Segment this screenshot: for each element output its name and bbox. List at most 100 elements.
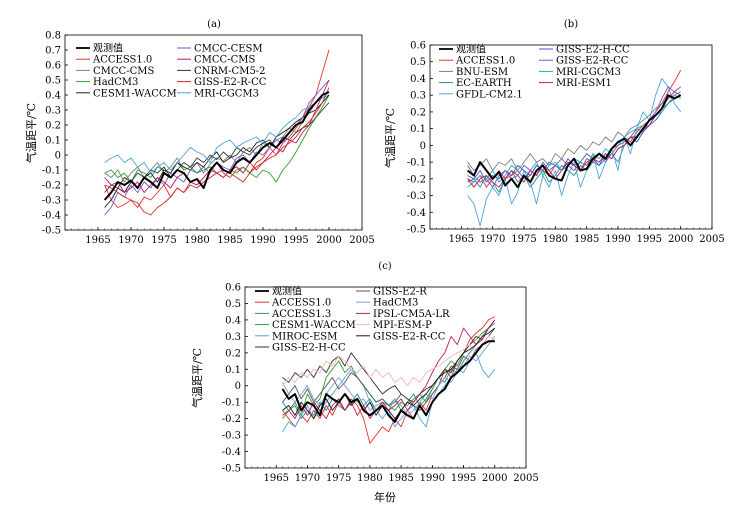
legend-label: EC-EARTH — [456, 78, 512, 89]
y-tick-label: 0.2 — [45, 121, 61, 132]
y-tick-label: 0.4 — [410, 74, 426, 85]
plot-frame — [244, 286, 527, 469]
series-line-0 — [466, 94, 682, 189]
legend-label: ACCESS1.0 — [455, 56, 515, 67]
y-tick-label: 0 — [55, 151, 61, 162]
series-line-10 — [282, 327, 496, 420]
x-tick-label: 1970 — [295, 473, 320, 484]
y-tick-label: 0.5 — [225, 299, 241, 310]
legend-label: CNRM-CM5-2 — [194, 66, 266, 77]
y-tick-label: -0.5 — [407, 225, 426, 236]
plot-frame — [64, 34, 363, 231]
series-line-7 — [104, 102, 330, 193]
y-tick-label: 0.7 — [45, 46, 61, 57]
series-line-2 — [104, 94, 330, 183]
legend-label: CMCC-CMS — [194, 55, 255, 66]
legend-label: GISS-E2-R-CC — [194, 77, 267, 88]
legend-label: HadCM3 — [373, 298, 418, 309]
x-tick-label: 1975 — [151, 235, 176, 246]
y-tick-label: -0.2 — [222, 414, 241, 425]
legend-label: GFDL-CM2.1 — [456, 89, 523, 100]
series-line-6 — [282, 327, 496, 411]
legend-label: GISS-E2-R-CC — [373, 331, 446, 342]
legend-label: IPSL-CM5A-LR — [373, 309, 450, 320]
x-tick-label: 1970 — [480, 234, 505, 245]
legend-label: MRI-CGCM3 — [556, 67, 621, 78]
y-tick-label: 0 — [235, 381, 241, 392]
legend-label: ACCESS1.0 — [92, 55, 152, 66]
series-line-5 — [467, 94, 681, 183]
legend-label: GISS-E2-H-CC — [556, 45, 630, 56]
legend-label: CESM1-WACCM — [93, 88, 177, 99]
y-tick-label: -0.4 — [42, 211, 61, 222]
panel-label: (b) — [564, 19, 578, 30]
chart-panel-1: (b) 气温距平/℃ 1965 1970 1975 1980 1985 1990 1995 200… — [383, 19, 725, 245]
legend-label: 观测值 — [272, 285, 302, 298]
legend-label: CESM1-WACCM — [272, 320, 356, 331]
x-tick-label: 1985 — [574, 234, 599, 245]
y-tick-label: 0.5 — [410, 57, 426, 68]
y-axis-label: 气温距平/℃ — [190, 348, 204, 408]
legend-label: 观测值 — [93, 42, 123, 55]
y-tick-label: 0 — [420, 141, 426, 152]
x-tick-label: 1970 — [118, 235, 143, 246]
y-tick-label: -0.3 — [222, 431, 241, 442]
legend-label: GISS-E2-H-CC — [272, 343, 346, 354]
y-tick-label: -0.2 — [407, 174, 426, 185]
y-tick-label: 0.8 — [45, 31, 61, 42]
legend-label: MIROC-ESM — [272, 331, 337, 342]
y-tick-label: -0.1 — [407, 158, 426, 169]
legend-label: GISS-E2-R-CC — [556, 56, 629, 67]
y-tick-label: -0.1 — [42, 166, 61, 177]
x-tick-label: 1980 — [543, 234, 568, 245]
y-tick-label: -0.3 — [42, 196, 61, 207]
series-line-4 — [282, 352, 496, 433]
x-tick-label: 2005 — [349, 235, 374, 246]
y-tick-label: 0.1 — [45, 136, 61, 147]
plot-frame — [429, 44, 713, 230]
x-tick-label: 1975 — [511, 234, 536, 245]
x-tick-label: 1965 — [449, 234, 474, 245]
x-tick-label: 2000 — [316, 235, 341, 246]
series-line-3 — [104, 94, 330, 183]
legend-label: MRI-CGCM3 — [194, 88, 259, 99]
legend-label: HadCM3 — [93, 77, 138, 88]
series-line-0 — [103, 91, 330, 201]
series-line-9 — [282, 335, 496, 387]
y-tick-label: 0.6 — [410, 41, 426, 52]
x-tick-label: 1965 — [263, 473, 288, 484]
panel-label: (a) — [207, 19, 221, 30]
legend-label: CMCC-CMS — [93, 66, 154, 77]
x-tick-label: 2000 — [668, 234, 693, 245]
x-tick-label: 1990 — [250, 235, 275, 246]
y-tick-label: -0.3 — [407, 191, 426, 202]
series-line-0 — [281, 340, 495, 423]
y-tick-label: 0.1 — [410, 124, 426, 135]
x-tick-label: 1965 — [85, 235, 110, 246]
y-tick-label: 0.3 — [225, 332, 241, 343]
y-tick-label: 0.6 — [225, 283, 241, 294]
series-line-9 — [104, 91, 330, 174]
y-axis-label: 气温距平/℃ — [383, 108, 397, 168]
series-line-6 — [467, 86, 681, 188]
x-tick-label: 2005 — [513, 473, 538, 484]
y-axis-label: 气温距平/℃ — [24, 103, 38, 163]
series-line-4 — [467, 78, 682, 227]
x-tick-label: 1995 — [451, 473, 476, 484]
y-tick-label: 0.3 — [45, 106, 61, 117]
legend-label: MPI-ESM-P — [373, 320, 432, 331]
chart-panel-2: (c) 气温距平/℃ 年份 1965 1970 1975 1980 1985 1990 1995 2… — [190, 261, 539, 504]
y-tick-label: -0.1 — [222, 398, 241, 409]
legend-label: 观测值 — [456, 43, 486, 56]
x-tick-label: 1995 — [283, 235, 308, 246]
x-tick-label: 1995 — [637, 234, 662, 245]
x-tick-label: 2000 — [482, 473, 507, 484]
y-tick-label: 0.4 — [225, 315, 241, 326]
y-tick-label: 0.3 — [410, 91, 426, 102]
x-tick-label: 1980 — [357, 473, 382, 484]
y-tick-label: 0.2 — [225, 348, 241, 359]
y-tick-label: 0.6 — [45, 61, 61, 72]
x-tick-label: 1980 — [184, 235, 209, 246]
legend-label: BNU-ESM — [456, 67, 508, 78]
